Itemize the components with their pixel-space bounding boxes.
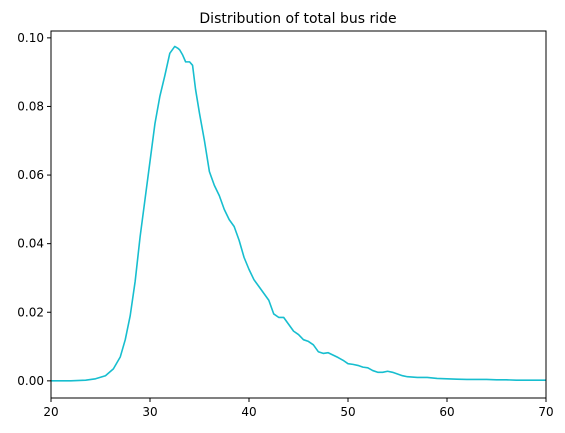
x-tick-label: 70 [538,405,553,419]
x-tick-label: 20 [43,405,58,419]
y-tick-label: 0.04 [17,237,44,251]
y-tick-label: 0.10 [17,31,44,45]
y-tick-label: 0.08 [17,99,44,113]
x-tick-label: 40 [241,405,256,419]
chart-title: Distribution of total bus ride [199,11,396,27]
plot-frame [50,30,547,399]
y-tick-label: 0.02 [17,305,44,319]
x-tick-label: 50 [340,405,355,419]
y-tick-label: 0.06 [17,168,44,182]
y-axis: 0.00 0.02 0.04 0.06 0.08 0.10 [17,31,51,388]
density-line-0 [51,45,546,382]
x-tick-label: 60 [439,405,454,419]
plot-area [51,45,546,382]
x-axis: 20 30 40 50 60 70 [43,398,554,419]
y-tick-label: 0.00 [17,374,44,388]
x-tick-label: 30 [142,405,157,419]
